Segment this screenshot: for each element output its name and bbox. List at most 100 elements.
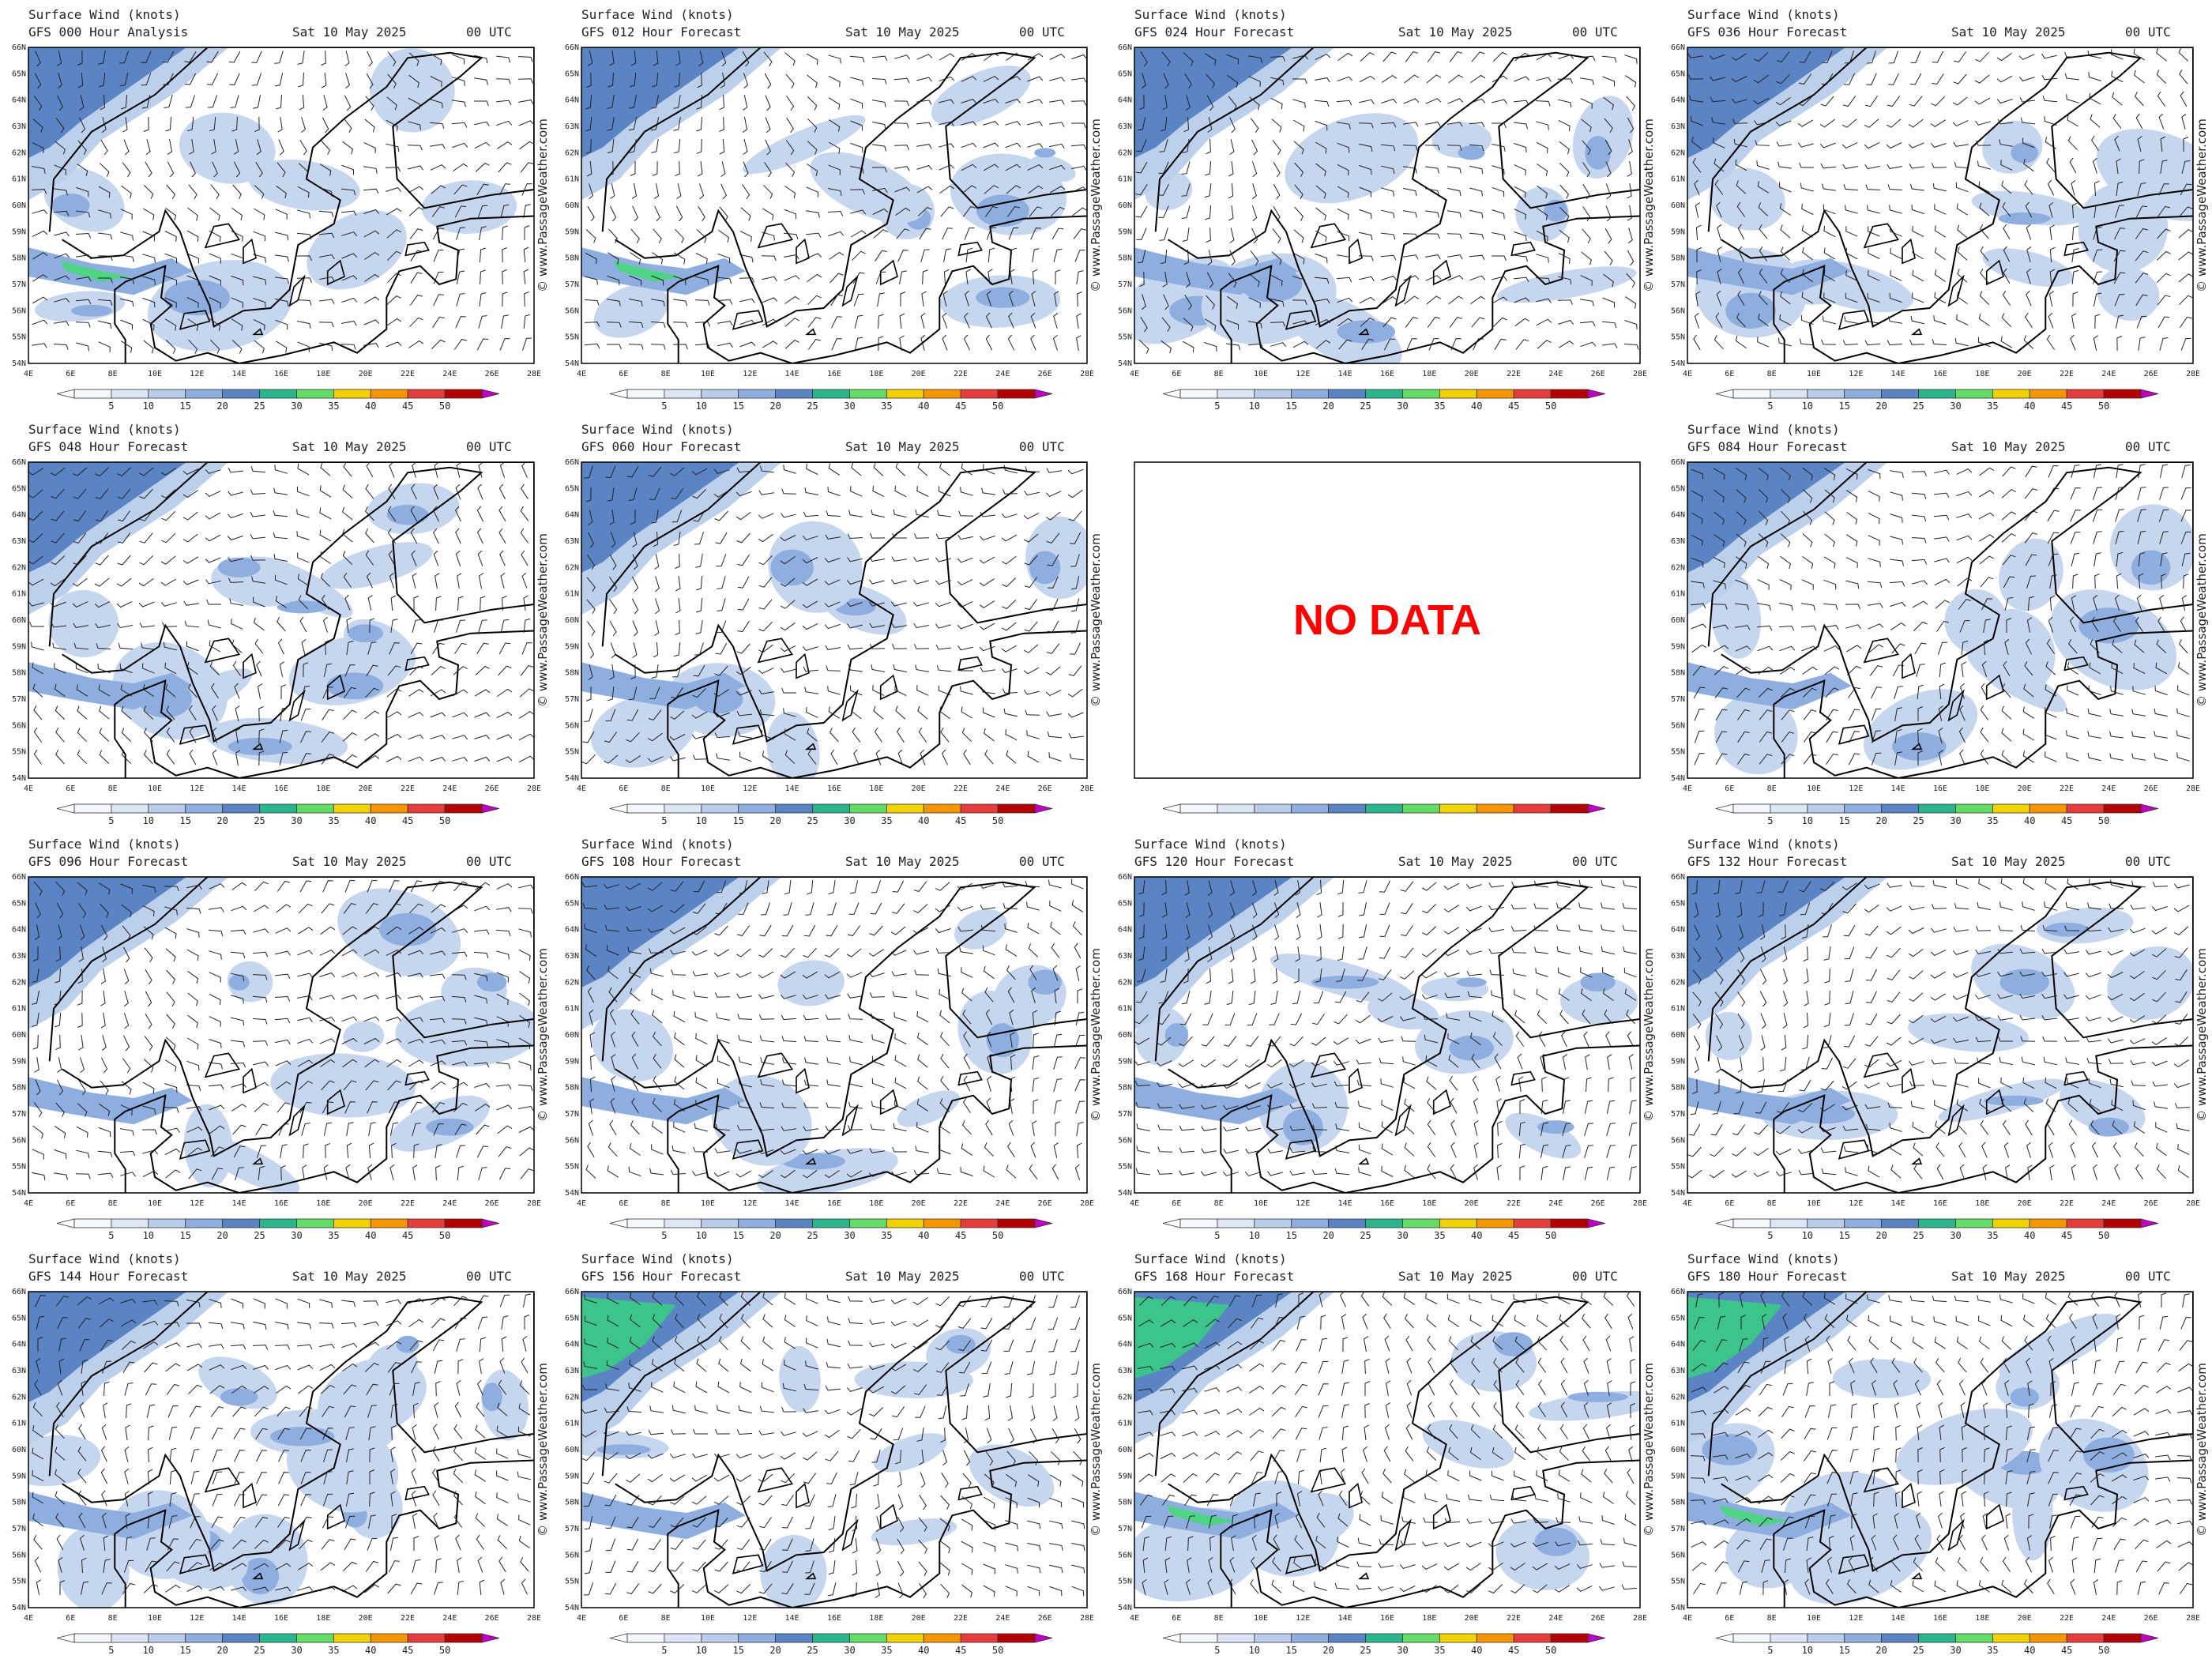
lat-label: 59N [1118, 1057, 1132, 1066]
wind-barb [1908, 1060, 1924, 1066]
wind-barb [451, 974, 467, 980]
colorbar-label: 10 [143, 1230, 154, 1241]
lat-label: 54N [1671, 359, 1685, 368]
wind-shading [581, 47, 739, 158]
wind-barb [386, 755, 402, 762]
wind-barb [387, 528, 396, 544]
wind-barb [29, 621, 44, 627]
colorbar-swatch [1955, 1218, 1993, 1228]
wind-barb [474, 1082, 491, 1088]
wind-barb [935, 644, 952, 650]
wind-barb [1797, 1149, 1814, 1154]
lon-label: 18E [1975, 784, 1989, 793]
wind-barb [2094, 573, 2100, 589]
wind-barb [962, 206, 976, 217]
lon-label: 12E [743, 1199, 757, 1208]
wind-barb [1714, 489, 1725, 503]
wind-shading [1999, 969, 2049, 996]
wind-barb [1846, 511, 1858, 525]
wind-barb [831, 338, 842, 351]
wind-barb [369, 1492, 375, 1507]
wind-barb [739, 298, 755, 303]
wind-barb [2109, 753, 2124, 761]
wind-barb [824, 579, 841, 585]
wind-barb [188, 1538, 202, 1550]
colorbar-swatch [1291, 389, 1330, 399]
wind-shading [1687, 877, 1845, 988]
colorbar-end [1587, 389, 1606, 399]
map [28, 462, 534, 778]
wind-shading [1311, 975, 1379, 989]
wind-barb [607, 487, 615, 502]
wind-barb [1204, 342, 1217, 352]
wind-barb [408, 1038, 424, 1044]
wind-barb [2137, 487, 2146, 500]
wind-barb [1228, 96, 1237, 111]
wind-barb [1935, 1120, 1946, 1134]
wind-barb [984, 1142, 994, 1157]
wind-barb [1959, 1164, 1966, 1180]
panel-time: 00 UTC [2125, 439, 2171, 454]
wind-barb [431, 904, 446, 913]
wind-barb [2085, 994, 2101, 1000]
wind-barb [1690, 1101, 1699, 1115]
wind-barb [73, 642, 89, 650]
wind-barb [298, 595, 308, 610]
lon-label: 14E [1891, 1199, 1905, 1208]
wind-barb [583, 1361, 597, 1369]
wind-barb [1604, 228, 1612, 244]
wind-barb [81, 1557, 87, 1574]
wind-barb [1890, 247, 1902, 260]
wind-barb [1606, 1100, 1616, 1114]
wind-barb [518, 1105, 534, 1112]
colorbar-end [2140, 389, 2159, 399]
wind-barb [1405, 51, 1419, 62]
wind-barb [1381, 1166, 1394, 1177]
wind-barb [2092, 509, 2103, 522]
wind-barb [1585, 1054, 1590, 1070]
wind-barb [451, 122, 468, 128]
wind-barb [740, 1314, 750, 1329]
wind-barb [607, 1292, 619, 1305]
wind-barb [1845, 270, 1858, 281]
wind-barb [669, 710, 685, 720]
wind-barb [2111, 1099, 2124, 1112]
wind-shading [1998, 212, 2051, 225]
colorbar-label: 15 [1839, 815, 1850, 826]
wind-barb [714, 665, 728, 676]
lat-label: 64N [1671, 926, 1685, 935]
wind-barb [1866, 73, 1877, 85]
lat-label: 59N [1671, 228, 1685, 236]
wind-barb [1562, 1123, 1571, 1136]
wind-barb [649, 687, 660, 699]
wind-barb [1954, 1058, 1969, 1064]
wind-barb [1979, 1098, 1990, 1112]
wind-shading [426, 1118, 474, 1136]
wind-barb [1497, 1120, 1503, 1137]
wind-barb [717, 1078, 730, 1089]
wind-barb [1846, 490, 1858, 502]
wind-barb [1732, 98, 1747, 103]
wind-barb [935, 928, 951, 934]
lon-label: 16E [274, 370, 288, 378]
wind-barb [117, 623, 133, 629]
wind-barb [696, 597, 703, 613]
wind-barb [1538, 1031, 1546, 1048]
wind-barb [1821, 902, 1834, 915]
wind-barb [1606, 1145, 1616, 1158]
wind-barb [1023, 533, 1039, 543]
wind-barb [430, 53, 442, 66]
wind-barb [275, 231, 289, 241]
wind-barb [1780, 687, 1795, 698]
wind-barb [1998, 1036, 2013, 1042]
wind-barb [913, 904, 928, 913]
colorbar-swatch [185, 389, 224, 399]
coastline [757, 223, 794, 249]
wind-barb [1886, 1059, 1902, 1067]
wind-barb [673, 641, 681, 657]
wind-barb [607, 117, 615, 131]
wind-barb [386, 229, 402, 239]
wind-barb [1492, 296, 1508, 304]
lat-label: 56N [12, 721, 26, 730]
wind-barb [1159, 139, 1168, 152]
